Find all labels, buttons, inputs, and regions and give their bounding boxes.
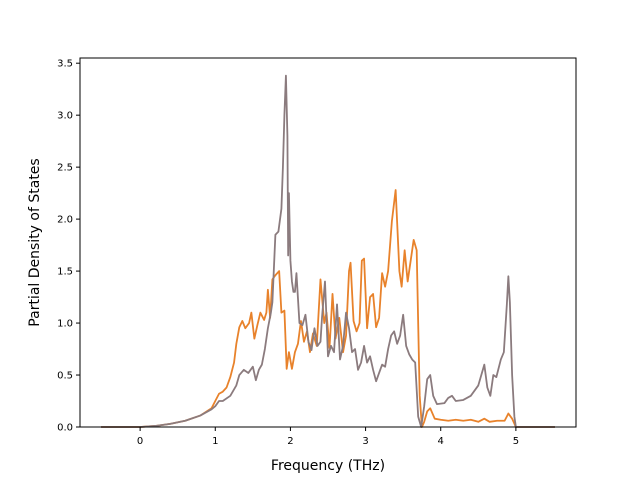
x-tick-label: 4 bbox=[438, 436, 444, 447]
y-tick-label: 3.0 bbox=[57, 111, 73, 122]
x-axis-label: Frequency (THz) bbox=[271, 458, 385, 474]
series-line-2 bbox=[101, 74, 555, 428]
x-tick-label: 5 bbox=[513, 436, 519, 447]
y-tick-label: 0.5 bbox=[57, 371, 73, 382]
y-tick-label: 2.5 bbox=[57, 163, 73, 174]
y-tick-label: 2.0 bbox=[57, 215, 73, 226]
x-axis-ticks: 0 1 2 3 4 5 bbox=[137, 427, 519, 447]
y-tick-label: 1.5 bbox=[57, 267, 73, 278]
series-line-1 bbox=[101, 189, 555, 428]
y-axis-label: Partial Density of States bbox=[27, 158, 43, 326]
y-tick-label: 0.0 bbox=[57, 423, 73, 434]
series-layer bbox=[101, 74, 555, 428]
plot-frame bbox=[79, 57, 577, 428]
x-tick-label: 0 bbox=[137, 436, 143, 447]
x-tick-label: 1 bbox=[212, 436, 218, 447]
x-tick-label: 3 bbox=[362, 436, 368, 447]
y-tick-label: 1.0 bbox=[57, 319, 73, 330]
y-axis-ticks: 0.0 0.5 1.0 1.5 2.0 2.5 3.0 3.5 bbox=[57, 59, 80, 434]
x-tick-label: 2 bbox=[287, 436, 293, 447]
y-tick-label: 3.5 bbox=[57, 59, 73, 70]
